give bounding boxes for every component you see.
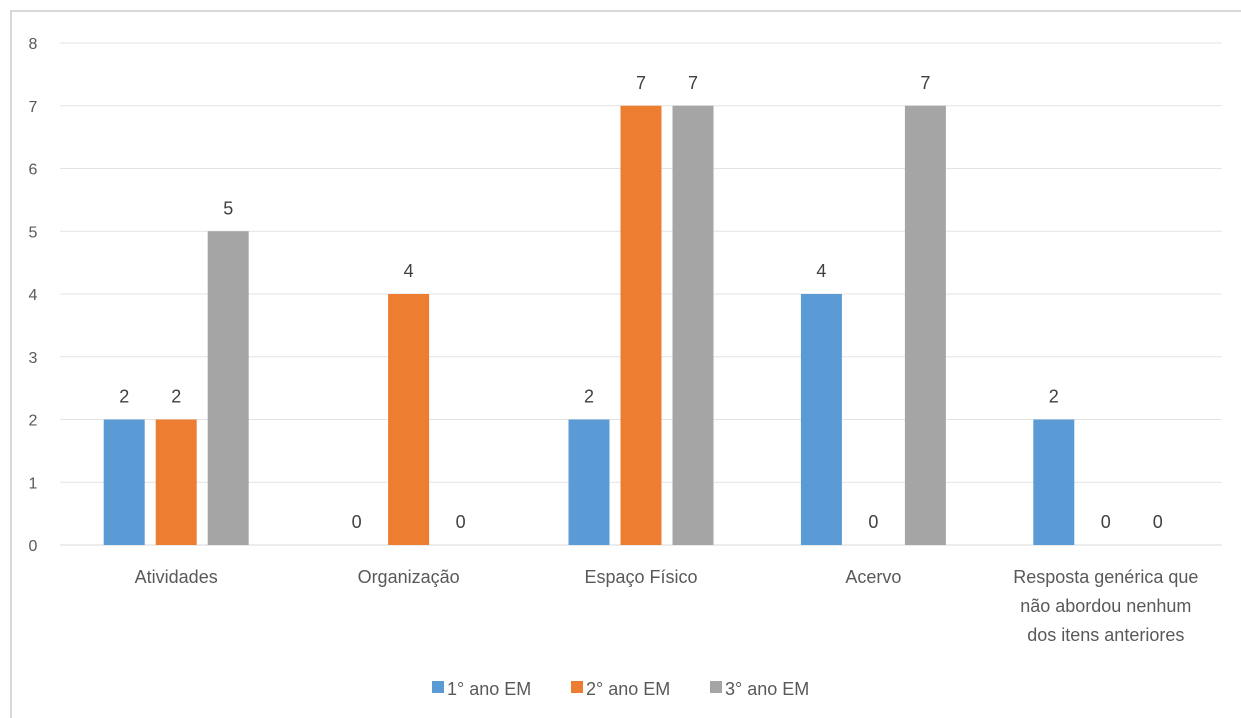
y-tick-label: 0 (29, 538, 38, 555)
y-tick-label: 7 (29, 99, 38, 116)
data-label: 0 (1153, 512, 1163, 532)
x-category-label: Organização (358, 567, 460, 587)
legend-swatch (571, 681, 583, 693)
bar (388, 294, 430, 545)
legend-label: 2° ano EM (586, 679, 670, 699)
chart-frame (10, 10, 1241, 718)
bar (155, 419, 197, 545)
data-label: 2 (584, 387, 594, 407)
data-label: 7 (920, 73, 930, 93)
data-label: 5 (223, 198, 233, 218)
bar (568, 419, 610, 545)
data-label: 2 (119, 387, 129, 407)
y-tick-label: 8 (29, 36, 38, 53)
x-category-label: Acervo (845, 567, 901, 587)
x-category-label: Espaço Físico (584, 567, 697, 587)
data-label: 0 (352, 512, 362, 532)
y-tick-label: 2 (29, 413, 38, 430)
legend-swatch (432, 681, 444, 693)
x-category-label: Resposta genérica que (1013, 567, 1198, 587)
bar (904, 105, 946, 545)
bar (672, 105, 714, 545)
x-category-label: não abordou nenhum (1020, 596, 1191, 616)
data-label: 7 (688, 73, 698, 93)
x-category-label: dos itens anteriores (1027, 625, 1184, 645)
bar (800, 294, 842, 545)
data-label: 0 (868, 512, 878, 532)
data-label: 2 (1049, 387, 1059, 407)
bar (1033, 419, 1075, 545)
y-tick-label: 4 (29, 287, 38, 304)
legend-label: 1° ano EM (447, 679, 531, 699)
bar (207, 231, 249, 545)
bar (620, 105, 662, 545)
x-category-label: Atividades (135, 567, 218, 587)
data-label: 0 (1101, 512, 1111, 532)
y-tick-label: 1 (29, 475, 38, 492)
legend-swatch (710, 681, 722, 693)
data-label: 0 (456, 512, 466, 532)
data-label: 4 (816, 261, 826, 281)
legend-label: 3° ano EM (725, 679, 809, 699)
data-label: 4 (404, 261, 414, 281)
data-label: 2 (171, 387, 181, 407)
y-tick-label: 3 (29, 350, 38, 367)
y-tick-label: 5 (29, 224, 38, 241)
bar (103, 419, 145, 545)
y-tick-label: 6 (29, 162, 38, 179)
data-label: 7 (636, 73, 646, 93)
